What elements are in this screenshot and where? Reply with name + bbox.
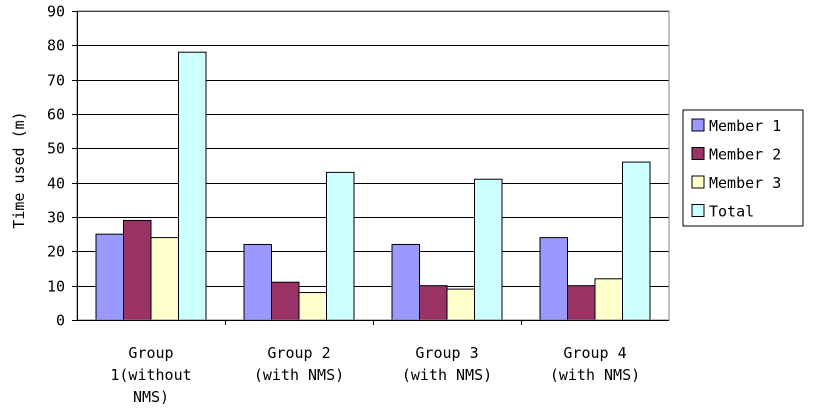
legend-label: Member 3 bbox=[709, 174, 781, 192]
y-tick-label: 10 bbox=[47, 278, 65, 296]
y-tick-labels: 0 10 20 30 40 50 60 70 80 90 bbox=[47, 3, 65, 330]
bar-member-2 bbox=[271, 281, 300, 321]
bar-member-1 bbox=[391, 243, 420, 321]
y-tick-label: 50 bbox=[47, 140, 65, 158]
x-category-label: Group 3 (with NMS) bbox=[402, 344, 492, 384]
legend-label: Member 2 bbox=[709, 146, 781, 164]
bar-member-1 bbox=[243, 243, 272, 321]
x-category-labels: Group 1(without NMS) Group 2 (with NMS) Group… bbox=[110, 344, 640, 406]
bar-member-2 bbox=[567, 285, 596, 321]
bars bbox=[95, 51, 651, 321]
bar-total bbox=[622, 161, 651, 321]
bar-member-3 bbox=[446, 288, 475, 321]
x-category-label: Group 1(without NMS) bbox=[110, 344, 191, 406]
bar-total bbox=[474, 178, 503, 321]
legend: Member 1 Member 2 Member 3 Total bbox=[682, 109, 804, 227]
bar-total bbox=[178, 51, 207, 321]
legend-swatch bbox=[691, 204, 705, 217]
bar-member-3 bbox=[150, 237, 179, 321]
legend-label: Member 1 bbox=[709, 117, 781, 135]
y-tick-label: 90 bbox=[47, 3, 65, 21]
bar-member-3 bbox=[594, 278, 623, 321]
y-tick-label: 40 bbox=[47, 175, 65, 193]
y-tick-label: 20 bbox=[47, 243, 65, 261]
y-tick-label: 80 bbox=[47, 37, 65, 55]
legend-label: Total bbox=[709, 203, 754, 221]
bar-member-1 bbox=[95, 233, 124, 321]
legend-swatch bbox=[691, 147, 705, 160]
bar-member-2 bbox=[123, 219, 152, 321]
y-axis-title: Time used (m) bbox=[10, 111, 28, 228]
y-tick-label: 0 bbox=[56, 312, 65, 330]
legend-swatch bbox=[691, 118, 705, 132]
bar-total bbox=[326, 171, 355, 321]
axes bbox=[72, 10, 670, 325]
x-category-label: Group 4 (with NMS) bbox=[550, 344, 640, 384]
bar-member-1 bbox=[539, 237, 568, 321]
bar-member-2 bbox=[419, 285, 448, 321]
legend-swatch bbox=[691, 175, 705, 189]
x-category-label: Group 2 (with NMS) bbox=[254, 344, 344, 384]
y-tick-label: 30 bbox=[47, 209, 65, 227]
y-tick-label: 60 bbox=[47, 106, 65, 124]
y-tick-label: 70 bbox=[47, 72, 65, 90]
bar-member-3 bbox=[298, 292, 327, 321]
